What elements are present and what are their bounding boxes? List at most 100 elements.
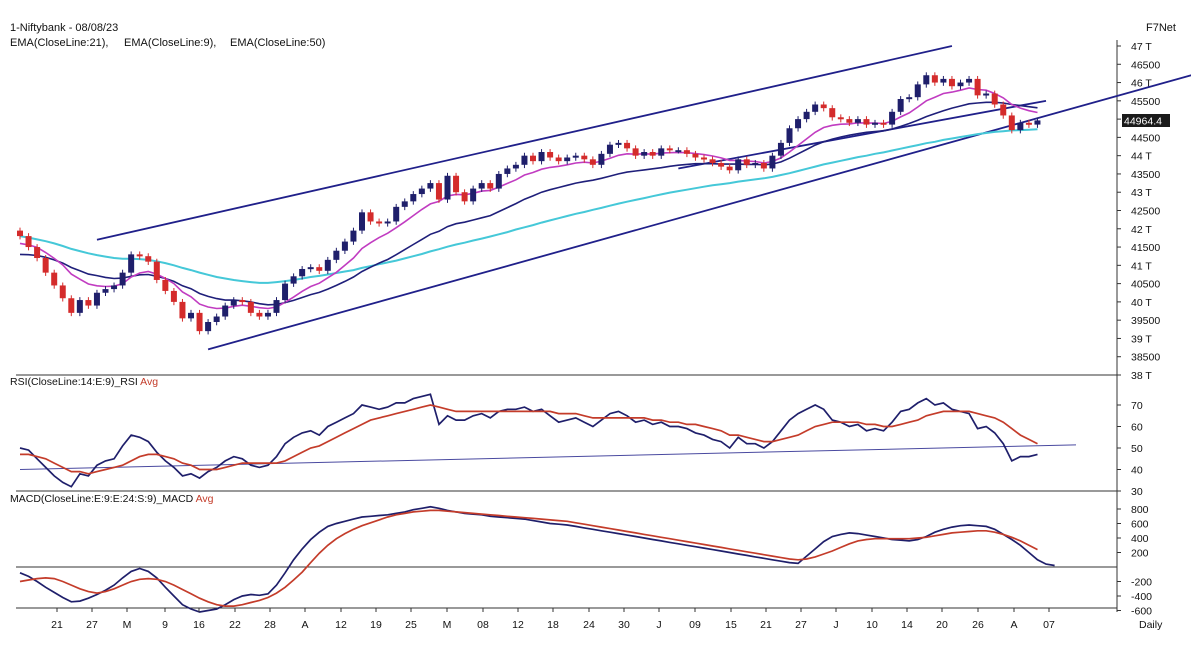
candle-down <box>34 247 41 259</box>
candle-down <box>701 157 707 160</box>
candle-up <box>444 175 451 200</box>
rsi-y-tick-label: 50 <box>1131 443 1143 455</box>
candle-down <box>863 119 870 125</box>
candle-up <box>914 84 921 98</box>
candle-down <box>170 290 177 302</box>
candle-up <box>897 99 904 112</box>
last-price-tag <box>1122 114 1170 127</box>
candle-up <box>675 150 682 153</box>
candle-down <box>948 78 955 87</box>
price-y-tick-label: 43 T <box>1131 187 1152 199</box>
candle-up <box>290 276 297 284</box>
lower-channel-trendline <box>207 74 1191 351</box>
x-tick-label: 27 <box>86 619 98 631</box>
candle-down <box>1000 104 1007 116</box>
candle-down <box>709 159 716 163</box>
x-tick-label: 22 <box>229 619 241 631</box>
candle-up <box>495 173 502 189</box>
candle-up <box>923 75 930 85</box>
candle-up <box>333 250 340 260</box>
candle-up <box>102 289 109 293</box>
candle-up <box>478 183 485 189</box>
x-tick-label: 9 <box>162 619 168 631</box>
candle-down <box>530 155 536 162</box>
candle-down <box>59 285 66 299</box>
candle-up <box>393 206 400 222</box>
x-tick-label: 27 <box>795 619 807 631</box>
price-y-tick-label: 38500 <box>1131 352 1160 364</box>
x-tick-label: 24 <box>583 619 595 631</box>
x-axis: 21 27 M 9 16 22 28 A 12 19 25 M 08 12 18 24 30 J 09 15 21 27 J… <box>51 608 1055 631</box>
x-tick-label: 15 <box>725 619 737 631</box>
candle-up <box>777 142 784 156</box>
candle-up <box>957 82 964 87</box>
candle-up <box>795 119 802 129</box>
x-tick-label: 10 <box>866 619 878 631</box>
candle-down <box>179 301 186 319</box>
candle-down <box>162 279 169 291</box>
candle-down <box>991 93 998 105</box>
macd-series-avg <box>19 509 1038 607</box>
price-y-tick-label: 43500 <box>1131 169 1160 181</box>
candle-up <box>641 152 648 156</box>
candle-down <box>376 221 383 224</box>
candle-up <box>401 201 408 207</box>
price-y-tick-label: 42 T <box>1131 224 1152 236</box>
x-tick-label: M <box>443 619 452 631</box>
candle-down <box>760 162 767 169</box>
rsi-y-tick-label: 60 <box>1131 422 1143 434</box>
rsi-y-tick-label: 40 <box>1131 465 1143 477</box>
legend-ema50: EMA(CloseLine:50) <box>230 37 325 49</box>
x-tick-label: 21 <box>51 619 63 631</box>
candle-up <box>299 268 306 277</box>
candle-down <box>487 183 494 189</box>
price-y-tick-label: 42500 <box>1131 206 1160 218</box>
x-tick-label: 12 <box>512 619 524 631</box>
x-tick-label: 12 <box>335 619 347 631</box>
price-y-tick-label: 44 T <box>1131 151 1152 163</box>
candle-down <box>153 261 160 280</box>
candle-up <box>350 230 357 242</box>
candle-up <box>188 312 194 319</box>
candle-down <box>837 117 844 120</box>
ema21-line <box>19 101 1038 306</box>
macd-y-tick-label: -400 <box>1131 591 1152 603</box>
candle-up <box>1034 120 1041 125</box>
x-tick-label: J <box>833 619 838 631</box>
candle-down <box>17 230 23 237</box>
candle-down <box>820 104 827 109</box>
x-tick-label: 28 <box>264 619 276 631</box>
rising-support-trendline <box>678 99 1047 170</box>
candle-down <box>25 236 32 248</box>
candle-up <box>324 259 331 271</box>
candle-down <box>726 166 733 171</box>
price-y-tick-label: 40 T <box>1131 297 1152 309</box>
candle-up <box>410 194 417 202</box>
rsi-series-rsi <box>19 393 1038 488</box>
x-tick-label: J <box>656 619 661 631</box>
candle-up <box>341 241 348 251</box>
x-axis-unit-label: Daily <box>1139 619 1163 631</box>
candle-down <box>435 183 442 200</box>
macd-y-tick-label: 800 <box>1131 504 1149 516</box>
x-tick-label: 20 <box>936 619 948 631</box>
price-y-tick-label: 44500 <box>1131 132 1160 144</box>
candle-down <box>581 155 588 160</box>
candle-down <box>316 267 323 271</box>
candle-up <box>359 212 365 231</box>
candle-up <box>222 305 229 317</box>
candle-up <box>606 144 613 154</box>
candle-up <box>854 119 861 123</box>
candle-up <box>504 168 511 174</box>
candle-down <box>666 148 673 151</box>
macd-y-tick-label: 600 <box>1131 519 1149 531</box>
candle-up <box>128 254 135 273</box>
candle-up <box>521 155 528 165</box>
candle-down <box>931 75 938 83</box>
upper-channel-trendline <box>96 45 953 241</box>
candle-up <box>282 283 289 301</box>
candle-up <box>427 183 434 189</box>
x-tick-label: M <box>123 619 132 631</box>
